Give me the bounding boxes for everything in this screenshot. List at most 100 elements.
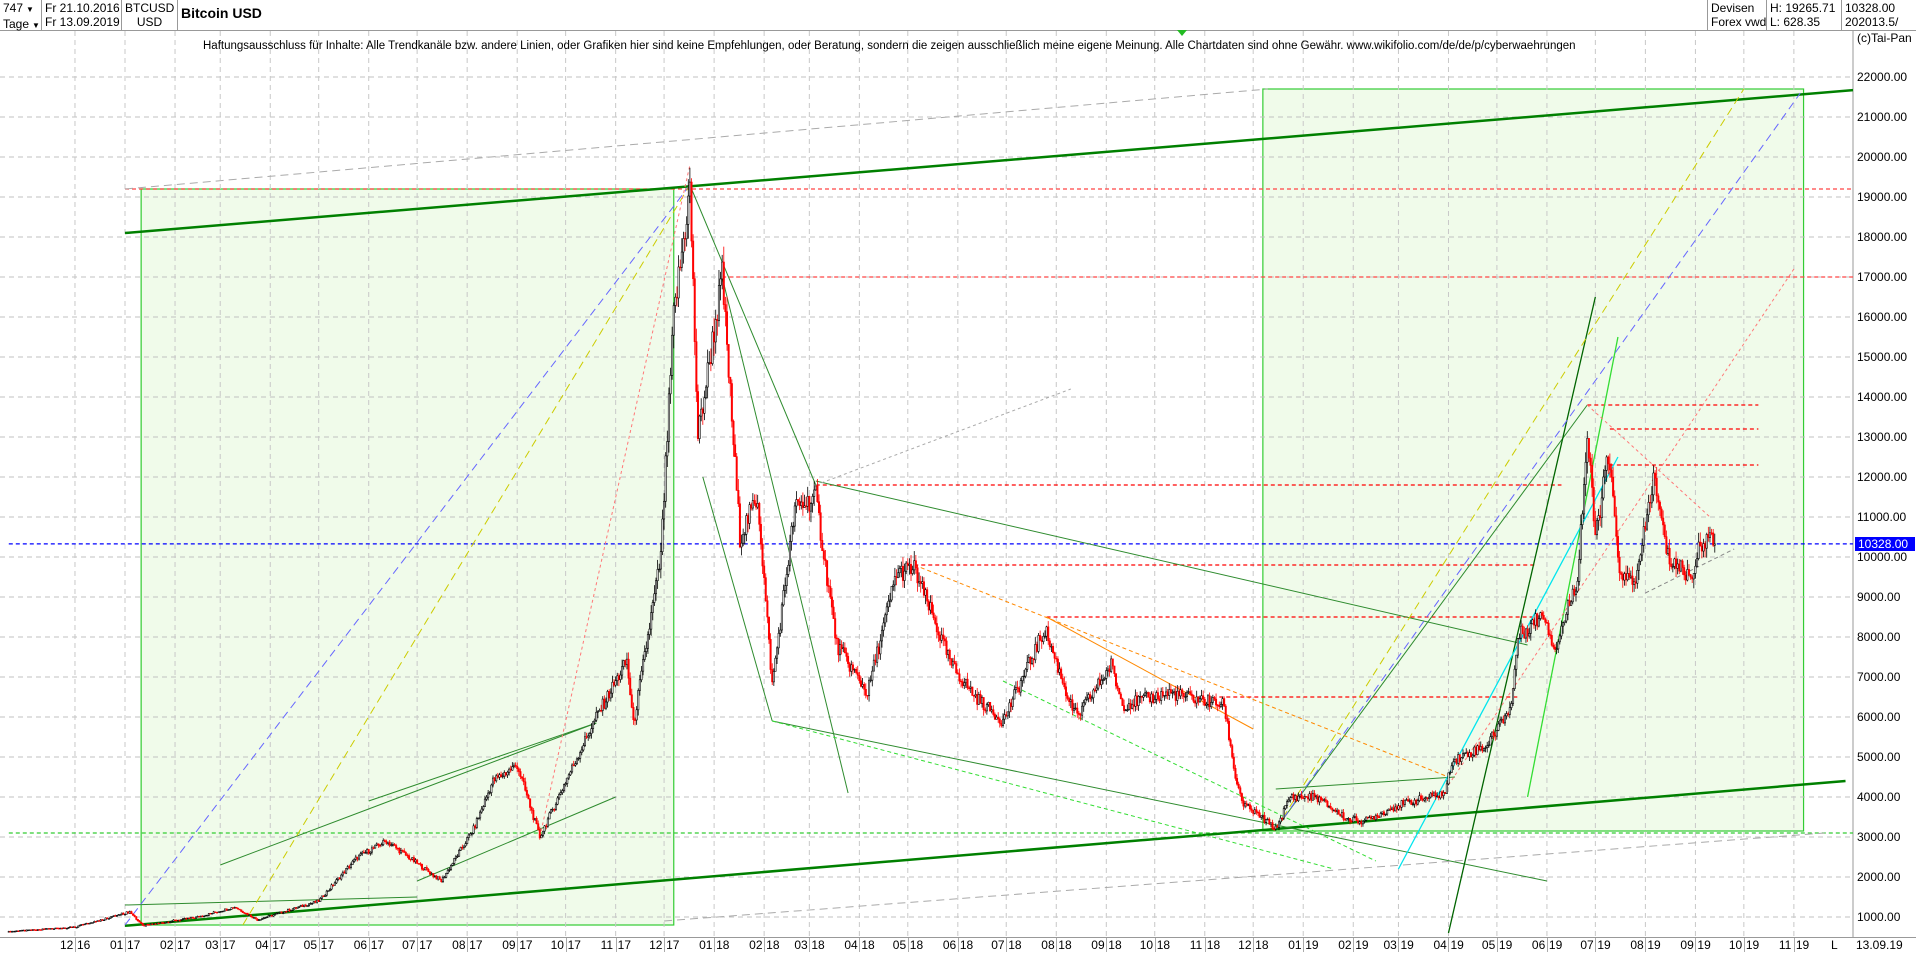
candle-down xyxy=(1119,693,1122,700)
period-select[interactable]: Tage xyxy=(3,17,30,31)
candle-down xyxy=(317,899,320,902)
time-tick-year: 17 xyxy=(666,938,680,952)
candle-up xyxy=(1528,633,1531,637)
time-tick-month: 11 xyxy=(600,938,614,952)
bars-and-period-selector[interactable]: 747 ▼ Tage ▼ xyxy=(0,0,42,31)
candle-down xyxy=(834,618,837,639)
candle-up xyxy=(46,928,49,930)
axis-mode[interactable]: L xyxy=(1831,938,1838,952)
trend-line xyxy=(702,476,773,722)
time-tick-year: 16 xyxy=(76,938,91,952)
candle-up xyxy=(1358,821,1361,824)
candle-down xyxy=(1152,693,1155,703)
candle-up xyxy=(1510,703,1513,708)
candle-up xyxy=(485,796,488,800)
candle-down xyxy=(922,581,925,596)
dropdown-caret-icon[interactable]: ▼ xyxy=(32,21,40,30)
candle-up xyxy=(806,496,809,507)
candle-down xyxy=(1536,613,1539,627)
trend-line xyxy=(1447,296,1596,934)
candle-down xyxy=(130,911,133,915)
candle-up xyxy=(593,719,596,722)
candle-up xyxy=(1368,816,1371,819)
candle-down xyxy=(1029,657,1032,664)
candle-down xyxy=(133,915,136,918)
candle-down xyxy=(332,884,335,886)
candle-down xyxy=(1053,652,1056,659)
candle-up xyxy=(390,844,393,846)
candle-up xyxy=(561,790,564,794)
candle-down xyxy=(961,681,964,686)
candle-down xyxy=(438,876,441,880)
dropdown-caret-icon[interactable]: ▼ xyxy=(26,5,34,14)
candle-up xyxy=(364,852,367,854)
candle-up xyxy=(1405,799,1408,801)
candle-down xyxy=(1681,560,1684,568)
candle-down xyxy=(624,660,627,666)
candle-up xyxy=(708,362,711,364)
candle-up xyxy=(1453,758,1456,763)
candle-up xyxy=(1560,625,1563,637)
date-to[interactable]: Fr 13.09.2019 xyxy=(45,15,120,29)
candle-up xyxy=(1518,637,1521,640)
candle-up xyxy=(471,833,474,835)
time-tick-divider xyxy=(318,938,320,952)
candle-up xyxy=(451,863,454,866)
candle-up xyxy=(596,710,599,713)
candle-down xyxy=(1634,581,1637,584)
candle-down xyxy=(1292,794,1295,800)
candle-down xyxy=(1063,682,1066,688)
candle-down xyxy=(9,931,12,933)
candle-up xyxy=(1126,709,1129,711)
candle-up xyxy=(424,867,427,871)
time-tick-divider xyxy=(1253,938,1255,952)
candle-up xyxy=(1583,484,1586,515)
price-tick-label: 5000.00 xyxy=(1857,750,1901,764)
candle-up xyxy=(170,920,173,923)
candle-up xyxy=(575,758,578,764)
candle-up xyxy=(569,771,572,776)
candle-up xyxy=(267,915,270,918)
date-from[interactable]: Fr 21.10.2016 xyxy=(45,1,120,15)
candle-down xyxy=(1111,658,1114,667)
candle-up xyxy=(1134,695,1137,707)
candle-down xyxy=(1389,808,1392,811)
candle-up xyxy=(880,629,883,642)
candle-down xyxy=(1376,814,1379,818)
candle-down xyxy=(1541,612,1544,616)
candle-up xyxy=(898,568,901,574)
candle-up xyxy=(341,871,344,876)
candle-down xyxy=(863,684,866,690)
candle-up xyxy=(745,515,748,535)
candle-down xyxy=(1140,696,1143,698)
candle-down xyxy=(348,866,351,868)
candle-up xyxy=(111,916,114,918)
candle-up xyxy=(183,917,186,920)
candle-down xyxy=(713,331,716,343)
candle-up xyxy=(1605,456,1608,471)
candle-down xyxy=(1000,722,1003,726)
candle-down xyxy=(835,637,838,640)
bars-count[interactable]: 747 xyxy=(3,1,24,15)
candle-up xyxy=(1278,821,1281,828)
candle-down xyxy=(1670,563,1673,567)
candle-up xyxy=(1105,670,1108,679)
candle-up xyxy=(1323,799,1326,801)
candle-up xyxy=(456,855,459,858)
candle-up xyxy=(974,694,977,697)
candle-up xyxy=(112,915,115,917)
candle-down xyxy=(356,856,359,860)
candle-down xyxy=(701,408,704,414)
date-range[interactable]: Fr 21.10.2016 Fr 13.09.2019 xyxy=(42,0,122,30)
candle-up xyxy=(222,910,225,913)
price-tick-label: 13000.00 xyxy=(1857,430,1908,444)
candle-down xyxy=(801,501,804,508)
candle-up xyxy=(780,604,783,631)
candle-up xyxy=(1539,612,1542,619)
candle-down xyxy=(280,911,283,914)
candle-down xyxy=(1197,696,1200,703)
candle-up xyxy=(809,503,812,512)
time-tick-divider xyxy=(417,938,419,952)
candle-up xyxy=(1371,816,1374,819)
time-tick-year: 19 xyxy=(1745,938,1760,952)
